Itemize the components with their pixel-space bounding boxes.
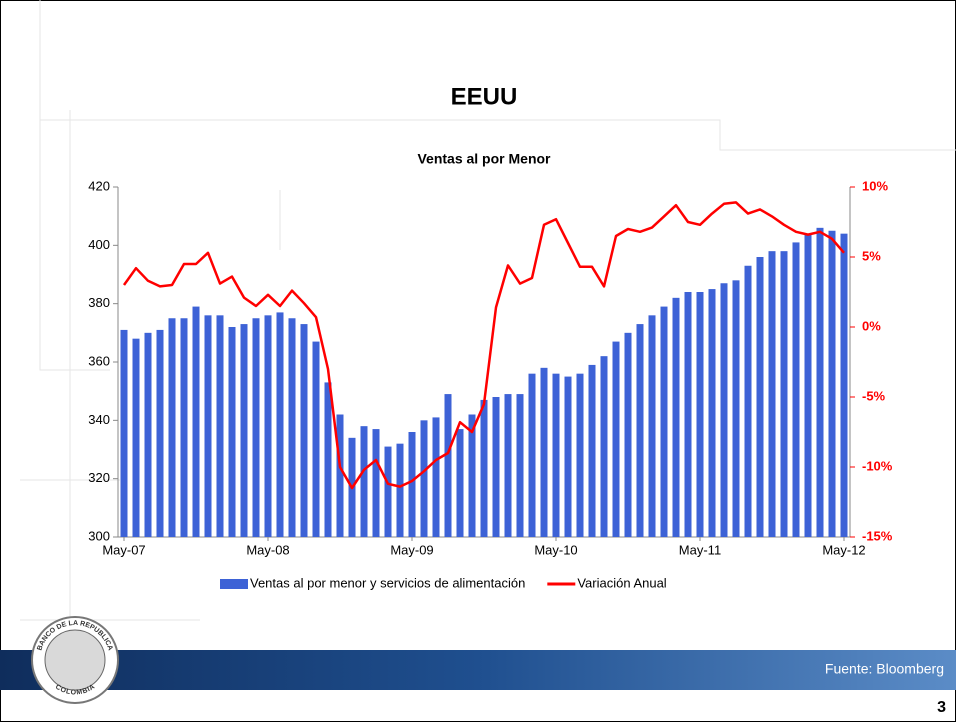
bar bbox=[528, 373, 536, 537]
bar bbox=[180, 318, 188, 537]
bar bbox=[276, 312, 284, 537]
page-number: 3 bbox=[937, 699, 946, 716]
bar bbox=[444, 394, 452, 537]
x-tick-label: May-11 bbox=[679, 542, 721, 557]
bar bbox=[336, 414, 344, 537]
bar bbox=[504, 394, 512, 537]
y-tick-label: 420 bbox=[88, 178, 110, 193]
y2-tick-label: 10% bbox=[862, 178, 888, 193]
bar bbox=[696, 292, 704, 537]
bar bbox=[312, 341, 320, 537]
bar bbox=[672, 297, 680, 537]
y2-tick-label: -5% bbox=[862, 388, 886, 403]
bar bbox=[156, 329, 164, 537]
y-tick-label: 380 bbox=[88, 295, 110, 310]
bar bbox=[552, 373, 560, 537]
bar bbox=[756, 257, 764, 537]
slide-title: EEUU bbox=[451, 83, 518, 110]
bar bbox=[228, 327, 236, 537]
bar bbox=[612, 341, 620, 537]
bar bbox=[564, 376, 572, 537]
bar bbox=[168, 318, 176, 537]
footer-band bbox=[0, 650, 956, 690]
bar bbox=[432, 417, 440, 537]
bar bbox=[468, 414, 476, 537]
bar bbox=[660, 306, 668, 537]
bar bbox=[264, 315, 272, 537]
legend-label: Variación Anual bbox=[577, 575, 666, 590]
x-tick-label: May-08 bbox=[246, 542, 289, 557]
logo: BANCO DE LA REPUBLICA COLOMBIA bbox=[31, 616, 119, 704]
x-tick-label: May-09 bbox=[390, 542, 433, 557]
bar bbox=[456, 429, 464, 537]
bar bbox=[324, 382, 332, 537]
bar bbox=[636, 324, 644, 537]
y-tick-label: 360 bbox=[88, 353, 110, 368]
logo-inner bbox=[44, 629, 106, 691]
bar bbox=[744, 265, 752, 537]
bar bbox=[576, 373, 584, 537]
bar bbox=[816, 227, 824, 538]
bar bbox=[804, 233, 812, 537]
bar bbox=[384, 446, 392, 537]
bar bbox=[732, 280, 740, 537]
y-tick-label: 320 bbox=[88, 470, 110, 485]
y2-tick-label: -15% bbox=[862, 528, 893, 543]
bar bbox=[216, 315, 224, 537]
background-lines bbox=[20, 0, 956, 640]
legend-label: Ventas al por menor y servicios de alime… bbox=[250, 575, 525, 590]
bar bbox=[192, 306, 200, 537]
bar bbox=[408, 432, 416, 537]
line bbox=[122, 201, 845, 490]
bar bbox=[300, 324, 308, 537]
bar bbox=[120, 329, 128, 537]
x-tick-label: May-10 bbox=[534, 542, 577, 557]
chart: 300 320 340 360 380 400 420 -15% -10% -5% 0% 5% 10% M… bbox=[88, 178, 892, 590]
bar bbox=[720, 283, 728, 537]
y-tick-label: 400 bbox=[88, 237, 110, 252]
bar bbox=[600, 356, 608, 537]
bar bbox=[144, 332, 152, 537]
x-tick-label: May-12 bbox=[822, 542, 865, 557]
bar bbox=[588, 364, 596, 537]
bar bbox=[396, 443, 404, 537]
bar bbox=[768, 251, 776, 537]
legend-swatch bbox=[220, 579, 248, 589]
y2-tick-label: 0% bbox=[862, 318, 881, 333]
y2-tick-label: -10% bbox=[862, 458, 893, 473]
bar bbox=[840, 233, 848, 537]
chart-title: Ventas al por Menor bbox=[417, 151, 551, 167]
bar bbox=[540, 367, 548, 537]
bar bbox=[624, 332, 632, 537]
y-tick-label: 340 bbox=[88, 412, 110, 427]
bar bbox=[492, 397, 500, 537]
bar bbox=[288, 318, 296, 537]
source: Fuente: Bloomberg bbox=[825, 661, 944, 677]
bar bbox=[420, 420, 428, 537]
bar bbox=[252, 318, 260, 537]
bar bbox=[372, 429, 380, 537]
y2-tick-label: 5% bbox=[862, 248, 881, 263]
bar bbox=[240, 324, 248, 537]
y-tick-label: 300 bbox=[88, 528, 110, 543]
bar bbox=[780, 251, 788, 537]
bar bbox=[480, 399, 488, 537]
bar bbox=[204, 315, 212, 537]
bar bbox=[708, 289, 716, 537]
bar bbox=[828, 230, 836, 537]
bar bbox=[132, 338, 140, 537]
bar bbox=[792, 242, 800, 537]
bar bbox=[360, 426, 368, 537]
bar bbox=[648, 315, 656, 537]
bar bbox=[684, 292, 692, 537]
bar bbox=[516, 394, 524, 537]
x-tick-label: May-07 bbox=[102, 542, 145, 557]
